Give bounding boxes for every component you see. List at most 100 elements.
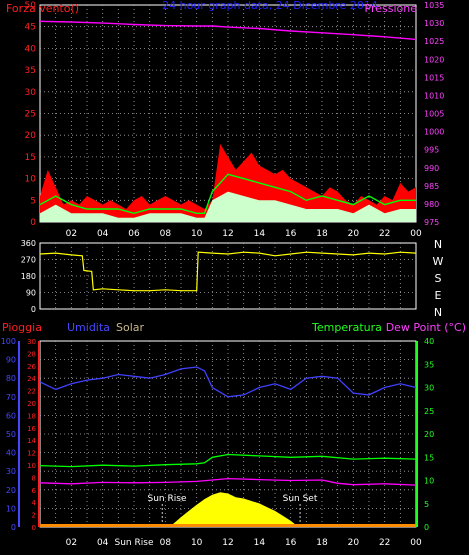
- wind-axis-label: Forza vento(): [6, 2, 79, 15]
- pressure-line: [39, 20, 417, 41]
- pressure-y-tick-label: 980: [424, 200, 439, 209]
- wind-y-tick-label: 0: [30, 218, 36, 228]
- rain-y-tick-label: 2: [32, 512, 36, 520]
- pressure-axis-label: Pressione: [365, 2, 418, 15]
- temperature-y-tick-label: 5: [424, 500, 429, 509]
- x-tick-label: 00: [410, 538, 422, 548]
- compass-label: N: [434, 238, 442, 251]
- temperature-y-tick-label: 40: [424, 337, 434, 346]
- humidity-line: [39, 366, 417, 398]
- dew-point-line: [39, 477, 417, 486]
- temperature-line: [39, 453, 417, 468]
- wind-direction-line: [39, 251, 417, 292]
- pressure-y-tick-label: 985: [424, 182, 439, 191]
- wind-y-tick-label: 35: [25, 66, 36, 76]
- wind-y-tick-label: 25: [25, 110, 36, 120]
- direction-y-tick-label: 90: [26, 289, 36, 298]
- chart-title: 24 hour graph data, 24 Dicembre 2014: [162, 0, 378, 12]
- rain-y-tick-label: 6: [32, 487, 37, 495]
- pressure-y-tick-label: 1000: [424, 128, 444, 137]
- x-tick-label: 22: [379, 229, 390, 239]
- humidity-y-tick-label: 90: [6, 356, 16, 365]
- temperature-y-tick-label: 35: [424, 360, 434, 369]
- humidity-y-tick-label: 10: [6, 504, 16, 513]
- temperature-y-tick-label: 10: [424, 477, 434, 486]
- wind-base-area: [40, 191, 416, 222]
- humidity-y-tick-label: 60: [6, 411, 16, 420]
- x-tick-label: 10: [191, 538, 203, 548]
- humidity-y-tick-label: 80: [6, 374, 16, 383]
- pressure-y-tick-label: 1010: [424, 91, 444, 100]
- direction-y-tick-label: 180: [21, 272, 36, 281]
- wind-y-tick-label: 10: [25, 175, 37, 185]
- x-tick-label: 04: [97, 538, 109, 548]
- rain-y-tick-label: 4: [32, 499, 37, 507]
- rain-y-tick-label: 12: [27, 450, 36, 458]
- rain-y-tick-label: 26: [27, 363, 36, 371]
- rain-y-tick-label: 8: [32, 474, 36, 482]
- temperature-y-tick-label: 15: [424, 453, 434, 462]
- x-tick-label: 08: [160, 538, 172, 548]
- pressure-y-tick-label: 1005: [424, 110, 444, 119]
- rain-y-tick-label: 16: [27, 425, 36, 433]
- rain-y-tick-label: 18: [27, 412, 36, 420]
- humidity-label: Umidita: [67, 321, 110, 334]
- solar-area: [40, 492, 416, 527]
- pressure-y-tick-label: 1015: [424, 73, 444, 82]
- wind-gust-area: [40, 143, 416, 222]
- x-tick-label: 16: [285, 229, 297, 239]
- rain-y-tick-label: 20: [27, 400, 36, 408]
- humidity-y-tick-label: 70: [6, 393, 16, 402]
- x-tick-label: 00: [410, 229, 422, 239]
- rain-y-tick-label: 24: [27, 375, 36, 383]
- x-tick-label: 02: [66, 229, 77, 239]
- wind-y-tick-label: 45: [25, 23, 36, 33]
- x-tick-label: 14: [254, 538, 266, 548]
- wind-y-tick-label: 15: [25, 153, 36, 163]
- humidity-y-tick-label: 30: [6, 467, 16, 476]
- x-tick-label: Sun Rise: [115, 538, 154, 548]
- rain-y-tick-label: 30: [27, 338, 36, 346]
- humidity-y-tick-label: 40: [6, 449, 16, 458]
- pressure-y-tick-label: 975: [424, 218, 439, 227]
- x-tick-label: 02: [66, 538, 77, 548]
- rain-y-tick-label: 10: [27, 462, 36, 470]
- wind-y-tick-label: 20: [25, 131, 37, 141]
- pressure-y-tick-label: 1035: [424, 1, 444, 10]
- x-tick-label: 20: [348, 229, 360, 239]
- x-tick-label: 14: [254, 229, 266, 239]
- temperature-y-tick-label: 25: [424, 407, 434, 416]
- direction-y-tick-label: 270: [21, 256, 36, 265]
- x-tick-label: 10: [191, 229, 203, 239]
- temperature-y-tick-label: 0: [424, 523, 429, 532]
- compass-label: W: [433, 255, 444, 268]
- x-tick-label: 20: [348, 538, 360, 548]
- wind-y-tick-label: 5: [30, 196, 36, 206]
- direction-y-tick-label: 0: [31, 305, 36, 314]
- wind-y-tick-label: 50: [25, 1, 37, 11]
- x-tick-label: 06: [128, 229, 140, 239]
- rain-label: Pioggia: [2, 321, 42, 334]
- humidity-y-tick-label: 50: [6, 430, 16, 439]
- x-tick-label: 18: [316, 538, 328, 548]
- temperature-y-tick-label: 20: [424, 430, 434, 439]
- pressure-y-tick-label: 1030: [424, 19, 444, 28]
- direction-y-tick-label: 360: [21, 239, 36, 248]
- humidity-temperature-panel: 0102030405060708090100024681012141618202…: [1, 337, 434, 548]
- x-tick-label: 08: [160, 229, 172, 239]
- compass-label: N: [434, 306, 442, 319]
- compass-label: S: [435, 272, 442, 285]
- humidity-y-tick-label: 100: [1, 337, 16, 346]
- rain-baseline-bar: [40, 524, 416, 527]
- rain-y-tick-label: 28: [27, 350, 36, 358]
- solar-label: Solar: [116, 321, 145, 334]
- x-tick-label: 12: [222, 229, 233, 239]
- x-tick-label: 18: [316, 229, 328, 239]
- wind-pressure-panel: 0510152025303540455097598098599099510001…: [25, 1, 445, 239]
- x-tick-label: 04: [97, 229, 109, 239]
- x-tick-label: 16: [285, 538, 297, 548]
- wind-y-tick-label: 40: [25, 44, 37, 54]
- dew-point-label: Dew Point (°C): [386, 321, 466, 334]
- pressure-y-tick-label: 1020: [424, 55, 444, 64]
